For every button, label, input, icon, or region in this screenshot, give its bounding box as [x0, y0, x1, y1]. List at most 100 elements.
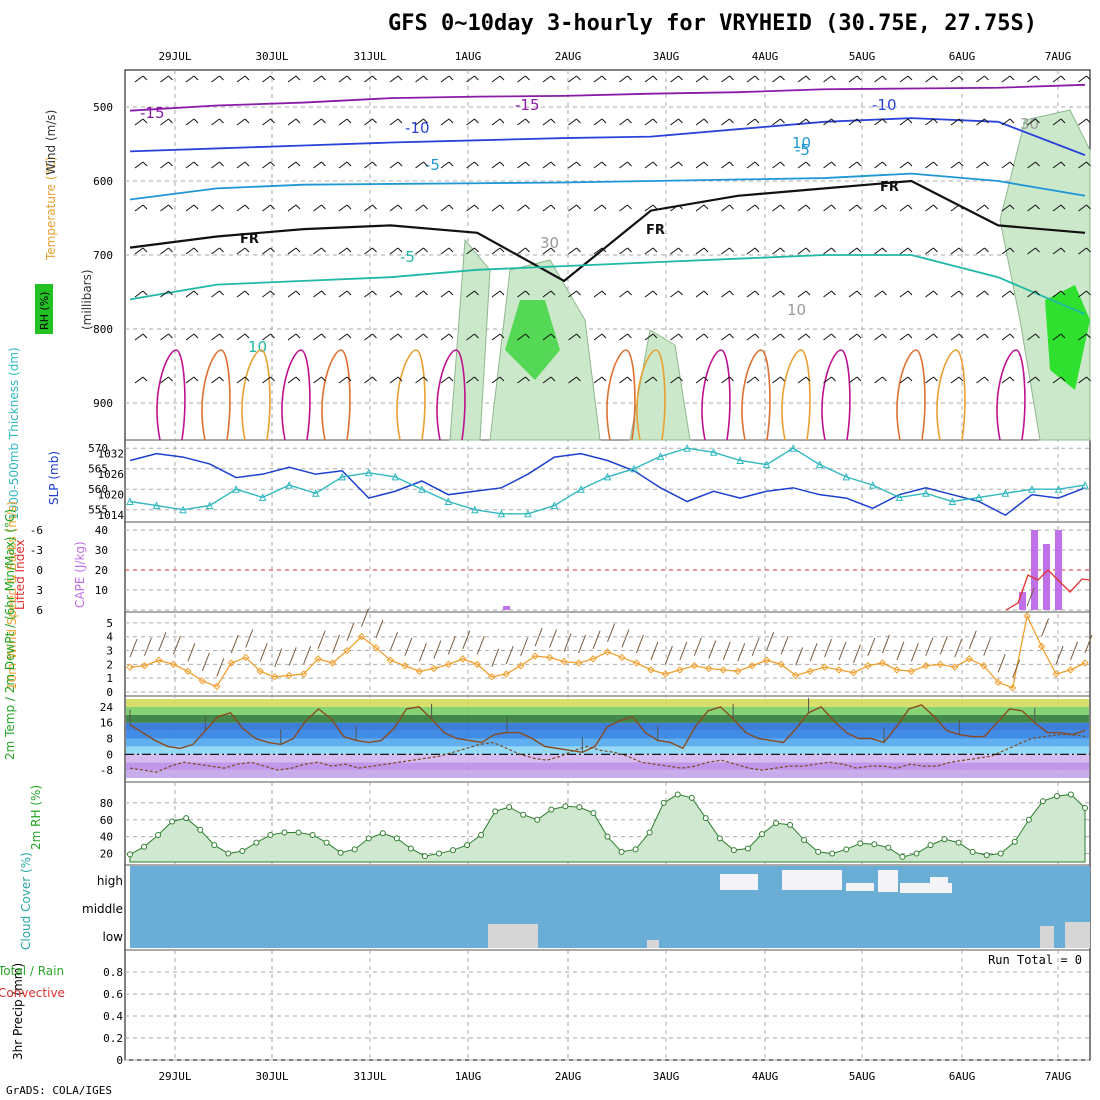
line-mark [313, 204, 322, 212]
surface-isotherm [821, 349, 851, 441]
line-mark [576, 118, 581, 124]
line-mark [563, 633, 572, 652]
line-mark [397, 376, 403, 382]
line-mark [797, 118, 807, 126]
line-mark [899, 376, 909, 384]
line-mark [950, 333, 960, 341]
line-mark [958, 247, 964, 253]
wind-speed-marker [401, 662, 409, 670]
rh-marker [604, 833, 611, 840]
line-mark [1009, 376, 1015, 382]
line-mark [423, 290, 428, 296]
wind-speed-marker [516, 662, 525, 670]
lifted-index-label: Lifted Index [13, 539, 27, 610]
line-mark [134, 118, 144, 126]
wind-speed-marker [545, 653, 554, 662]
line-mark [517, 161, 526, 169]
line-mark [346, 247, 352, 253]
line-mark [644, 290, 654, 298]
rh-marker [407, 845, 414, 852]
line-mark [984, 204, 989, 210]
line-mark [958, 118, 964, 124]
contour-label: -15 [515, 96, 540, 114]
temp-band [126, 706, 1089, 715]
temp-band [126, 746, 1089, 755]
line-mark [525, 247, 530, 253]
line-mark [627, 333, 632, 339]
line-mark [185, 75, 195, 83]
temp-band [126, 754, 1089, 763]
rh-marker [309, 831, 316, 838]
rh-marker [351, 846, 358, 853]
line-mark [1086, 290, 1091, 296]
line-mark [219, 75, 224, 81]
line-mark [1086, 376, 1091, 382]
line-mark [211, 290, 220, 298]
line-mark [499, 247, 505, 253]
line-mark [670, 333, 679, 341]
line-mark [925, 161, 934, 169]
line-mark [375, 619, 384, 638]
line-mark [933, 290, 938, 296]
line-mark [185, 118, 195, 126]
wind-speed-marker [415, 667, 424, 675]
wind-speed-marker [661, 670, 670, 678]
line-mark [364, 247, 373, 255]
thickness-marker [895, 493, 904, 501]
line-mark [805, 75, 811, 81]
line-mark [984, 75, 989, 81]
line-mark [1086, 161, 1091, 167]
rh-marker [197, 826, 204, 833]
thickness-marker [656, 452, 665, 460]
line-mark [499, 333, 505, 339]
wind-speed-marker [444, 660, 453, 669]
line-mark [193, 333, 199, 339]
line-mark [129, 638, 138, 658]
line-mark [976, 118, 985, 126]
line-mark [517, 290, 526, 298]
rh-marker [913, 850, 920, 857]
surface-isotherm [996, 349, 1026, 441]
wind-speed-marker [922, 662, 930, 670]
line-mark [976, 333, 985, 341]
rh-marker [941, 836, 948, 843]
line-mark [670, 247, 679, 255]
line-mark [550, 247, 556, 253]
wind-speed-marker [1081, 659, 1089, 667]
line-mark [466, 161, 475, 169]
wind-speed-marker [705, 664, 713, 673]
line-mark [346, 622, 355, 641]
line-mark [1009, 204, 1015, 210]
bottom-date-label: 31JUL [353, 1070, 386, 1083]
thickness-marker [524, 509, 532, 518]
line-mark [550, 118, 556, 124]
line-mark [313, 290, 322, 298]
line-mark [882, 376, 887, 382]
wind-speed-marker [488, 673, 496, 681]
rh-core-shade [505, 300, 560, 380]
line-mark [364, 75, 373, 83]
page-title: GFS 0~10day 3-hourly for VRYHEID (30.75E… [388, 11, 1037, 36]
rh-marker [997, 850, 1004, 857]
wind-speed-marker [690, 662, 699, 670]
line-mark [295, 290, 301, 296]
rh-marker [211, 842, 218, 849]
line-mark [703, 75, 709, 81]
rh-marker [548, 806, 555, 813]
wind-speed-marker [140, 662, 149, 670]
line-mark [474, 118, 479, 124]
line-mark [593, 376, 603, 384]
rh-marker [899, 853, 906, 860]
line-mark [907, 290, 913, 296]
line-mark [899, 247, 909, 255]
line-mark [950, 290, 960, 298]
rh-marker [590, 810, 597, 817]
slp-tick-label: 1014 [98, 509, 125, 522]
wind-speed-marker [719, 666, 727, 674]
wind-speed-marker [820, 663, 829, 671]
line-mark [201, 652, 210, 672]
surface-isotherm [896, 349, 926, 441]
rh-marker [169, 818, 176, 825]
line-mark [619, 247, 628, 255]
line-mark [211, 75, 220, 83]
